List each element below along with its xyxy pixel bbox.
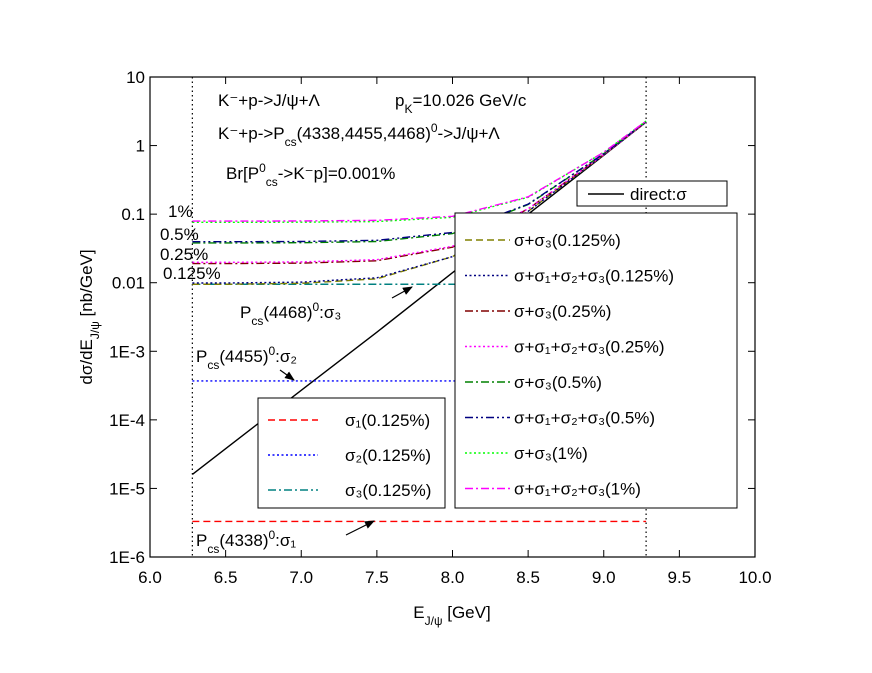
annotation-part: 0 bbox=[268, 528, 275, 542]
annotation: K⁻+p->J/ψ+Λ bbox=[218, 91, 321, 110]
x-tick-label: 6.0 bbox=[138, 568, 162, 587]
legend-label: σ+σ₃(0.25%) bbox=[514, 302, 611, 321]
annotation: 0.5% bbox=[160, 225, 199, 244]
annotation-part: (4338,4455,4468) bbox=[297, 124, 431, 143]
legend-label: σ+σ₃(0.5%) bbox=[514, 373, 602, 392]
annotation-part: 0.125% bbox=[163, 264, 221, 283]
legend-label: σ₂(0.125%) bbox=[345, 446, 431, 465]
y-tick-label: 10 bbox=[126, 68, 145, 87]
annotation-part: Br[P bbox=[226, 164, 259, 183]
annotation-part: 0 bbox=[431, 121, 438, 135]
annotation-part: P bbox=[196, 531, 207, 550]
legend-label: σ+σ₁+σ₂+σ₃(0.25%) bbox=[514, 338, 665, 357]
x-tick-label: 7.5 bbox=[365, 568, 389, 587]
annotation: Br[P0cs->K⁻p]=0.001% bbox=[226, 161, 395, 189]
y-tick-label: 1E-6 bbox=[109, 548, 145, 567]
series-line bbox=[192, 120, 647, 224]
y-tick-label: 0.01 bbox=[112, 274, 145, 293]
x-axis-title: EJ/ψ [GeV] bbox=[413, 603, 490, 628]
annotation-part: 1% bbox=[168, 202, 193, 221]
x-tick-label: 8.0 bbox=[441, 568, 465, 587]
annotation-part: cs bbox=[207, 542, 219, 556]
x-tick-label: 9.0 bbox=[592, 568, 616, 587]
x-axis-title-part: [GeV] bbox=[443, 603, 491, 622]
series-line bbox=[192, 121, 647, 264]
annotation: K⁻+p->Pcs(4338,4455,4468)0->J/ψ+Λ bbox=[218, 121, 500, 149]
annotation-part: ->J/ψ+Λ bbox=[438, 124, 501, 143]
annotation-part: cs bbox=[266, 175, 278, 189]
series-line bbox=[192, 120, 647, 222]
annotation: 0.125% bbox=[163, 264, 221, 283]
x-axis-title-part: E bbox=[413, 603, 424, 622]
x-tick-label: 8.5 bbox=[516, 568, 540, 587]
annotation-part: (4338) bbox=[219, 531, 268, 550]
legend-label: σ+σ₃(0.125%) bbox=[514, 231, 621, 250]
y-axis-title-part: dσ/dE bbox=[77, 339, 96, 384]
x-axis-title-part: J/ψ bbox=[425, 614, 443, 628]
y-tick-label: 1E-4 bbox=[109, 411, 145, 430]
y-tick-label: 0.1 bbox=[121, 205, 145, 224]
arrow bbox=[345, 520, 375, 536]
series-line bbox=[192, 120, 647, 244]
annotation-part: 0 bbox=[259, 161, 266, 175]
annotation-part: (4455) bbox=[219, 347, 268, 366]
annotation-part: :σ₃ bbox=[319, 303, 341, 322]
annotation-part: 0 bbox=[268, 344, 275, 358]
annotation: Pcs(4338)0:σ₁ bbox=[196, 528, 296, 556]
annotation: Pcs(4455)0:σ₂ bbox=[196, 344, 297, 372]
annotation-part: 0 bbox=[312, 300, 319, 314]
annotation-part: P bbox=[196, 347, 207, 366]
y-tick-label: 1E-3 bbox=[109, 342, 145, 361]
annotation-part: (4468) bbox=[263, 303, 312, 322]
y-axis-title-part: [nb/GeV] bbox=[77, 249, 96, 321]
y-axis-title-part: J/ψ bbox=[88, 321, 102, 339]
annotation-part: K⁻+p->P bbox=[218, 124, 285, 143]
annotation-part: =10.026 GeV/c bbox=[412, 91, 526, 110]
legend-label: σ₁(0.125%) bbox=[345, 411, 430, 430]
annotation: 0.25% bbox=[160, 245, 208, 264]
y-tick-label: 1 bbox=[136, 137, 145, 156]
legend-label: σ+σ₁+σ₂+σ₃(1%) bbox=[514, 480, 641, 499]
arrow bbox=[279, 369, 295, 381]
annotation-part: cs bbox=[207, 358, 219, 372]
annotation: 1% bbox=[168, 202, 193, 221]
annotation-part: K⁻+p->J/ψ+Λ bbox=[218, 91, 321, 110]
y-axis-title: dσ/dEJ/ψ [nb/GeV] bbox=[77, 249, 102, 384]
series-line bbox=[192, 121, 647, 284]
annotation-part: 0.5% bbox=[160, 225, 199, 244]
legend-label: σ+σ₃(1%) bbox=[514, 444, 588, 463]
x-tick-label: 9.5 bbox=[668, 568, 692, 587]
annotation-part: cs bbox=[285, 135, 297, 149]
x-tick-label: 6.5 bbox=[214, 568, 238, 587]
legend-label: direct:σ bbox=[630, 185, 687, 204]
y-tick-label: 1E-5 bbox=[109, 479, 145, 498]
x-tick-label: 7.0 bbox=[289, 568, 313, 587]
annotation-part: K bbox=[404, 102, 412, 116]
annotation-part: 0.25% bbox=[160, 245, 208, 264]
legend-label: σ+σ₁+σ₂+σ₃(0.5%) bbox=[514, 409, 655, 428]
arrow bbox=[391, 286, 413, 299]
annotation-part: P bbox=[240, 303, 251, 322]
legend-label: σ+σ₁+σ₂+σ₃(0.125%) bbox=[514, 267, 674, 286]
annotation-part: :σ₂ bbox=[275, 347, 297, 366]
annotation: Pcs(4468)0:σ₃ bbox=[240, 300, 341, 328]
annotation-part: cs bbox=[251, 314, 263, 328]
legend-label: σ₃(0.125%) bbox=[345, 481, 431, 500]
series-line bbox=[192, 120, 647, 243]
annotation-part: p bbox=[395, 91, 404, 110]
annotation-part: :σ₁ bbox=[275, 531, 296, 550]
legend-box bbox=[454, 212, 738, 509]
annotation: pK=10.026 GeV/c bbox=[395, 91, 527, 116]
annotation-part: ->K⁻p]=0.001% bbox=[278, 164, 396, 183]
x-tick-label: 10.0 bbox=[738, 568, 771, 587]
